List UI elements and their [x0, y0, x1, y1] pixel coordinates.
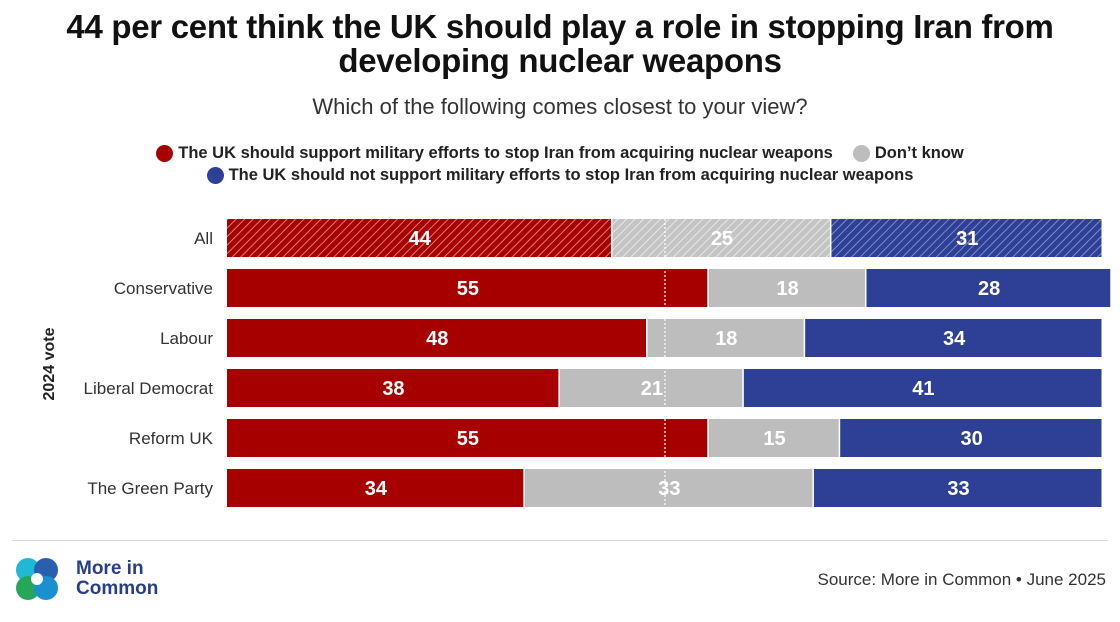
legend: The UK should support military efforts t… [0, 142, 1120, 186]
data-label-liberal-democrat-dont-know: 21 [641, 378, 663, 400]
category-label-reform-uk: Reform UK [129, 429, 214, 448]
bar-labour-dont-know [647, 319, 804, 357]
category-label-labour: Labour [160, 329, 213, 348]
data-label-conservative-dont-know: 18 [777, 278, 799, 300]
bar-liberal-democrat-not-support [743, 369, 1102, 407]
data-label-all-dont-know: 25 [711, 228, 733, 250]
legend-dot-support-icon [156, 144, 174, 162]
data-label-liberal-democrat-not-support: 41 [912, 378, 934, 400]
bar-all-support [227, 219, 611, 257]
legend-label-dont-know: Don’t know [874, 143, 964, 162]
bar-conservative-dont-know [708, 269, 865, 307]
bar-conservative-not-support [866, 269, 1111, 307]
category-label-the-green-party: The Green Party [87, 479, 213, 498]
data-label-liberal-democrat-support: 38 [382, 378, 404, 400]
bar-all-not-support [831, 219, 1102, 257]
legend-dot-not-support-icon [206, 166, 224, 184]
source-note: Source: More in Common • June 2025 [817, 570, 1107, 589]
data-label-reform-uk-not-support: 30 [960, 428, 982, 450]
bar-liberal-democrat-support [227, 369, 559, 407]
data-label-labour-support: 48 [426, 328, 448, 350]
category-label-all: All [194, 229, 213, 248]
category-label-conservative: Conservative [114, 279, 213, 298]
bar-the-green-party-dont-know [524, 469, 813, 507]
logo-text: More in Common [76, 559, 158, 599]
logo-text-line-1: More in [76, 558, 144, 579]
data-label-reform-uk-support: 55 [457, 428, 479, 450]
bar-reform-uk-support [227, 419, 708, 457]
chart-title-line-1: 44 per cent think the UK should play a r… [66, 8, 1054, 45]
bar-liberal-democrat-dont-know [559, 369, 743, 407]
chart-title-line-2: developing nuclear weapons [338, 42, 782, 79]
data-label-the-green-party-support: 34 [365, 478, 388, 500]
legend-label-support: The UK should support military efforts t… [178, 143, 833, 162]
footer-divider [12, 540, 1108, 541]
legend-row-1: The UK should support military efforts t… [0, 142, 1120, 164]
chart-subtitle: Which of the following comes closest to … [312, 94, 808, 119]
bar-reform-uk-not-support [840, 419, 1102, 457]
data-label-all-support: 44 [409, 228, 432, 250]
chart-title: 44 per cent think the UK should play a r… [0, 10, 1120, 78]
bar-conservative-support [227, 269, 708, 307]
data-label-conservative-support: 55 [457, 278, 479, 300]
data-label-conservative-not-support: 28 [978, 278, 1000, 300]
bar-labour-not-support [805, 319, 1102, 357]
bar-all-dont-know [612, 219, 830, 257]
more-in-common-logo: More in Common [12, 554, 158, 604]
data-label-the-green-party-dont-know: 33 [658, 478, 680, 500]
legend-item-dont-know: Don’t know [852, 143, 964, 163]
category-label-liberal-democrat: Liberal Democrat [84, 379, 214, 398]
stacked-bar-chart: 2024 vote All 44 25 31 Conservative 55 18 28 Lab… [41, 219, 1111, 507]
bar-the-green-party-support [227, 469, 524, 507]
legend-row-2: The UK should not support military effor… [0, 164, 1120, 186]
bar-reform-uk-dont-know [708, 419, 839, 457]
logo-text-line-2: Common [76, 578, 159, 599]
legend-label-not-support: The UK should not support military effor… [228, 165, 914, 184]
data-label-labour-not-support: 34 [943, 328, 966, 350]
bar-the-green-party-not-support [813, 469, 1102, 507]
legend-item-not-support: The UK should not support military effor… [206, 165, 914, 185]
bars-layer: All 44 25 31 Conservative 55 18 28 Labour 48 18 34 L… [84, 219, 1111, 507]
data-label-reform-uk-dont-know: 15 [763, 428, 785, 450]
data-label-the-green-party-not-support: 33 [947, 478, 969, 500]
legend-dot-dont-know-icon [852, 144, 870, 162]
legend-item-support: The UK should support military efforts t… [156, 144, 833, 163]
y-axis-title: 2024 vote [41, 327, 58, 400]
bar-labour-support [227, 319, 646, 357]
data-label-all-not-support: 31 [956, 228, 978, 250]
logo-quatrefoil-icon [16, 558, 58, 600]
data-label-labour-dont-know: 18 [715, 328, 737, 350]
